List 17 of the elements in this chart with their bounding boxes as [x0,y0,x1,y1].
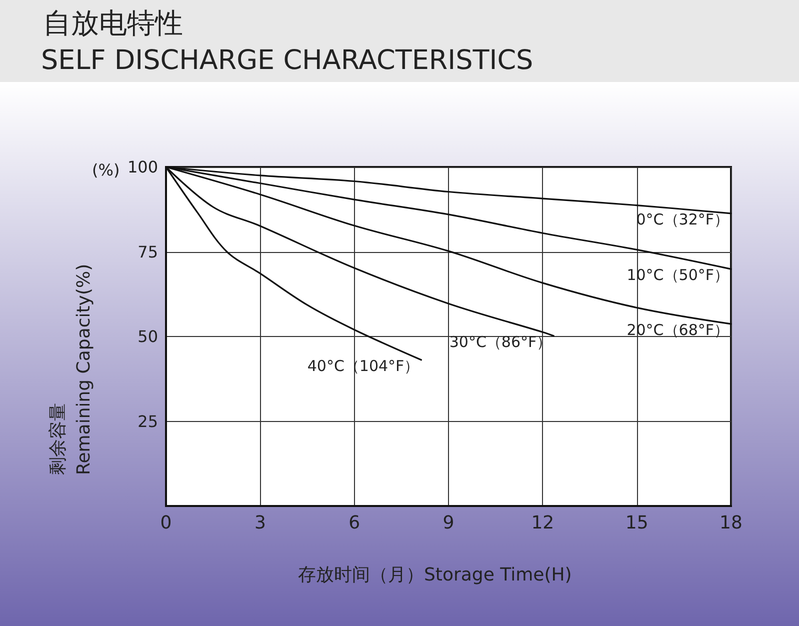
x-axis-title: 存放时间（月）Storage Time(H) [298,564,572,586]
text: (%) [92,160,120,180]
x-tick-label: 0 [160,512,172,534]
chart-subtitle: SELF DISCHARGE CHARACTERISTICS [41,45,534,76]
y-tick-label: 50 [138,327,158,346]
x-tick-label: 18 [720,512,742,534]
x-tick-label: 3 [254,512,266,534]
y-tick-label: 75 [138,242,158,262]
x-tick-label: 15 [625,512,648,534]
x-tick-label: 6 [348,512,360,534]
x-tick-label: 12 [531,512,554,534]
y-tick-label: 25 [138,412,158,431]
y-tick-label: 100 [127,158,158,176]
series-label: 30°C（86°F） [449,332,552,351]
y-axis-title: 剩余容量 Remaining Capacity(%) [48,264,94,475]
chart-title: 自放电特性 [43,6,183,40]
x-tick-label: 9 [442,512,454,534]
